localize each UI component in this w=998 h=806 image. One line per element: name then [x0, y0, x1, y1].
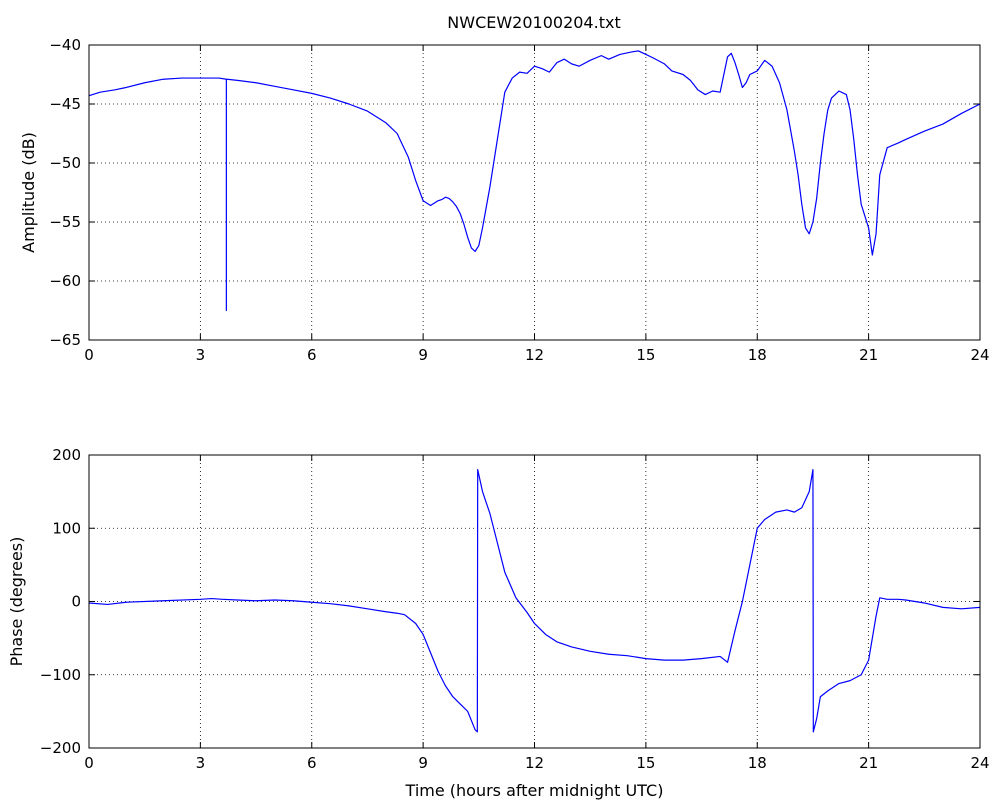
phase-y-tick-label: 200: [52, 446, 81, 464]
amplitude-x-tick-label: 6: [307, 346, 317, 364]
amplitude-y-tick-label: −65: [49, 331, 81, 349]
amplitude-y-tick-label: −50: [49, 154, 81, 172]
phase-x-tick-label: 0: [84, 754, 94, 772]
amplitude-x-tick-label: 12: [525, 346, 544, 364]
phase-panel: 0 3 6 9 12 15 18 21 24 −200 −100 0 100 200 Phase (degr…: [7, 446, 990, 800]
phase-series-line: [88, 469, 981, 733]
phase-x-tick-label: 3: [196, 754, 206, 772]
amplitude-x-tick-label: 18: [748, 346, 767, 364]
amplitude-y-tick-label: −40: [49, 36, 81, 54]
figure-title: NWCEW20100204.txt: [447, 13, 620, 32]
amplitude-x-tick-label: 15: [636, 346, 655, 364]
phase-x-tick-label: 15: [636, 754, 655, 772]
phase-x-tick-label: 6: [307, 754, 317, 772]
phase-x-axis-label: Time (hours after midnight UTC): [405, 781, 664, 800]
phase-x-tick-label: 24: [970, 754, 989, 772]
phase-y-tick-label: −100: [40, 666, 81, 684]
amplitude-axes-box: [88, 44, 981, 341]
amplitude-y-tick-label: −45: [49, 95, 81, 113]
amplitude-y-axis-label: Amplitude (dB): [19, 132, 38, 253]
phase-x-tick-label: 21: [859, 754, 878, 772]
amplitude-y-tick-label: −55: [49, 213, 81, 231]
phase-axes-box: [88, 454, 981, 749]
phase-y-tick-label: 0: [71, 593, 81, 611]
amplitude-x-tick-label: 0: [84, 346, 94, 364]
amplitude-axes-border: [88, 44, 981, 341]
amplitude-y-tick-label: −60: [49, 272, 81, 290]
amplitude-series-line: [88, 50, 981, 312]
phase-x-tick-label: 18: [748, 754, 767, 772]
amplitude-x-tick-label: 3: [196, 346, 206, 364]
amplitude-panel: 0 3 6 9 12 15 18 21 24 −65 −60 −55 −50 −45 −40 Amplitud…: [19, 36, 990, 364]
amplitude-x-tick-label: 21: [859, 346, 878, 364]
phase-y-tick-label: −200: [40, 739, 81, 757]
amplitude-x-tick-label: 24: [970, 346, 989, 364]
amplitude-x-tick-label: 9: [418, 346, 428, 364]
phase-y-axis-label: Phase (degrees): [7, 537, 26, 667]
phase-y-tick-label: 100: [52, 519, 81, 537]
phase-axes-border: [88, 454, 981, 749]
phase-x-tick-label: 9: [418, 754, 428, 772]
phase-x-tick-label: 12: [525, 754, 544, 772]
